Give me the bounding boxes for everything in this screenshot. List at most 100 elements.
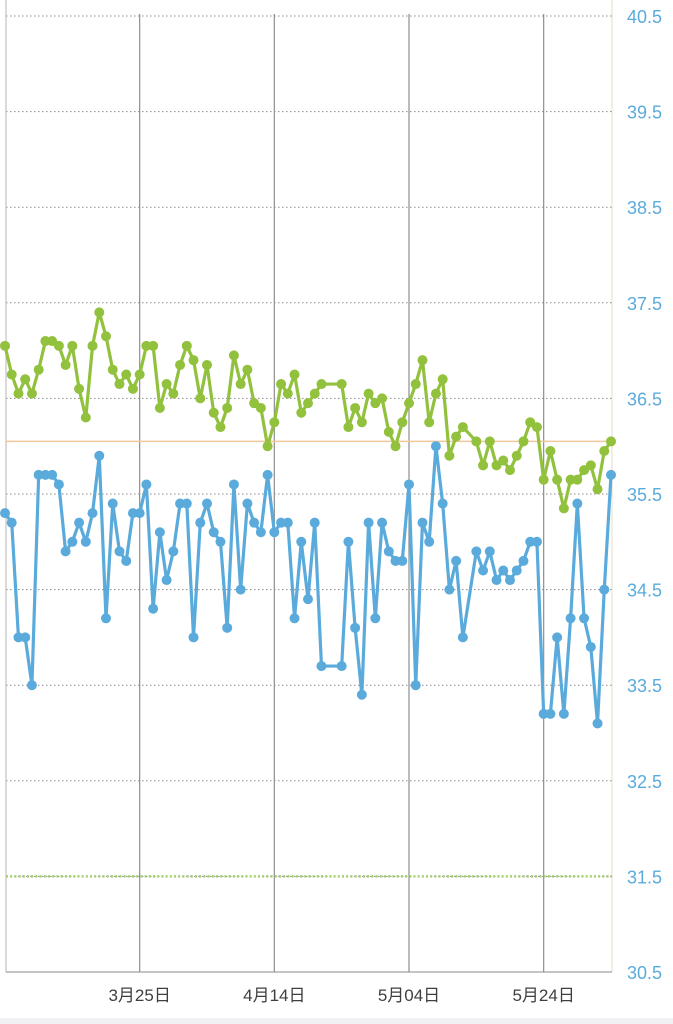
y-tick-label: 37.5 [627, 294, 662, 314]
data-point [80, 536, 91, 547]
data-point [235, 379, 246, 390]
data-point [262, 441, 273, 452]
data-point [518, 436, 529, 447]
data-point [67, 536, 78, 547]
data-point [282, 388, 293, 399]
data-point [457, 632, 468, 643]
data-point [168, 546, 179, 557]
x-tick-label: 3月25日 [108, 986, 170, 1005]
data-point [101, 613, 111, 624]
data-point [114, 379, 125, 390]
data-point [228, 479, 239, 490]
data-point [181, 498, 192, 509]
data-point [397, 555, 408, 566]
data-point [505, 465, 515, 476]
data-point [53, 340, 64, 351]
data-point [181, 340, 192, 351]
data-point [168, 388, 179, 399]
data-point [444, 584, 455, 595]
series [0, 441, 616, 729]
data-point [114, 546, 125, 557]
data-point [222, 622, 233, 633]
y-tick-label: 36.5 [627, 389, 662, 409]
data-point [134, 508, 145, 519]
data-point [356, 417, 367, 428]
data-point [26, 388, 37, 399]
data-point [20, 632, 31, 643]
data-point [222, 402, 233, 413]
data-point [289, 369, 300, 380]
data-point [565, 613, 576, 624]
data-point [94, 307, 105, 318]
data-point [296, 407, 307, 418]
data-point [269, 417, 280, 428]
data-point [518, 555, 529, 566]
data-point [316, 379, 327, 390]
data-point [303, 398, 313, 409]
x-axis-ticks: 3月25日 4月14日 5月04日 5月24日 [108, 986, 574, 1005]
data-point [572, 474, 583, 485]
data-point [579, 613, 590, 624]
data-point [80, 412, 91, 423]
data-point [276, 379, 287, 390]
data-point [235, 584, 246, 595]
data-point [33, 364, 44, 375]
data-point [417, 517, 428, 528]
data-point [397, 417, 408, 428]
y-tick-label: 33.5 [627, 676, 662, 696]
data-point [478, 460, 489, 471]
data-point [545, 708, 556, 719]
data-point [87, 340, 98, 351]
data-point [202, 498, 212, 509]
data-point [282, 517, 293, 528]
data-point [424, 536, 435, 547]
data-point [94, 450, 105, 461]
data-point [87, 508, 98, 519]
data-point [592, 718, 603, 729]
data-point [457, 422, 468, 433]
data-point [6, 517, 17, 528]
data-point [606, 436, 616, 447]
data-point [552, 632, 563, 643]
data-point [188, 355, 199, 366]
data-point [195, 393, 206, 404]
data-point [350, 622, 361, 633]
data-point [6, 369, 17, 380]
data-point [451, 431, 462, 442]
data-point [471, 436, 482, 447]
data-point [558, 708, 569, 719]
data-point [498, 455, 509, 466]
data-point [60, 359, 71, 370]
series [0, 307, 616, 514]
data-point [599, 445, 610, 456]
data-point [154, 402, 165, 413]
data-point [47, 469, 58, 480]
data-point [377, 393, 388, 404]
data-point [101, 331, 111, 342]
data-point [67, 340, 78, 351]
data-point [208, 407, 219, 418]
series-line [3, 444, 613, 726]
data-point [350, 402, 361, 413]
data-point [437, 374, 448, 385]
data-point [121, 555, 132, 566]
data-point [215, 422, 226, 433]
x-tick-label: 5月24日 [512, 986, 574, 1005]
data-point [26, 680, 37, 691]
data-point [437, 498, 448, 509]
data-point [249, 517, 260, 528]
data-point [410, 680, 421, 691]
data-point [363, 517, 374, 528]
data-point [208, 527, 219, 538]
data-point [60, 546, 71, 557]
data-point [343, 422, 354, 433]
reference-lines [6, 440, 612, 878]
data-point [336, 379, 347, 390]
data-point [107, 364, 118, 375]
data-point [511, 565, 522, 576]
data-point [417, 355, 428, 366]
data-point [316, 661, 327, 672]
data-point [141, 479, 152, 490]
data-point [343, 536, 354, 547]
